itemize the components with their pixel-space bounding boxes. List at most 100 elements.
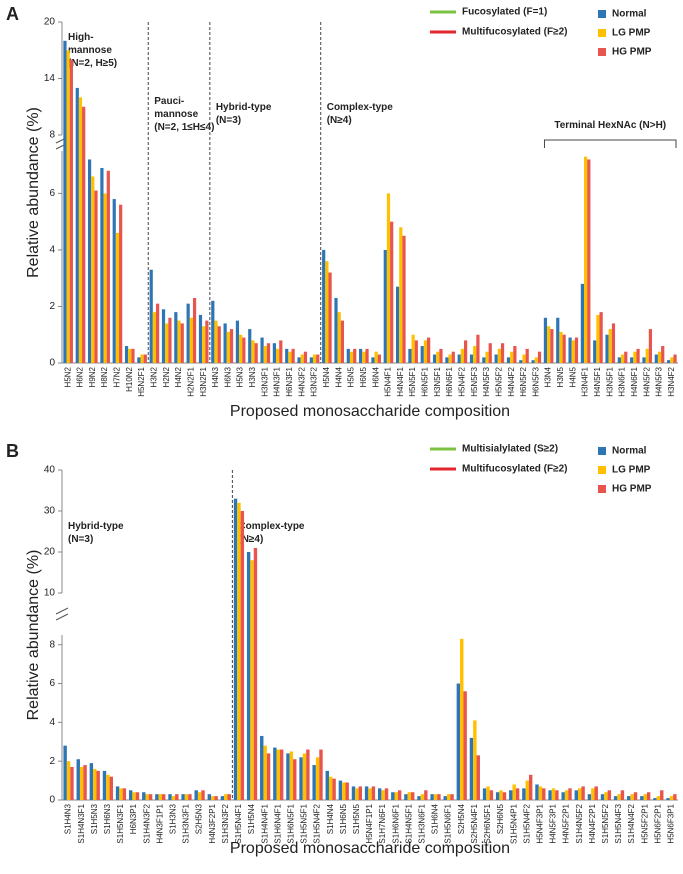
bar: [276, 749, 280, 800]
bar: [246, 552, 251, 800]
y-tick-label: 2: [49, 301, 55, 312]
bar: [124, 346, 129, 363]
bar: [436, 351, 440, 363]
x-tick-label: H6N6F1: [445, 366, 454, 396]
bar: [359, 348, 363, 363]
bar: [211, 300, 215, 363]
bar: [145, 794, 149, 800]
bar: [152, 312, 157, 363]
bar: [214, 320, 218, 363]
x-tick-label: S1H4N3F1: [77, 803, 86, 843]
x-axis-title: Proposed monosaccharide composition: [230, 840, 510, 857]
bar: [443, 796, 447, 800]
bar: [460, 348, 465, 363]
bar: [395, 286, 400, 363]
bar: [383, 249, 387, 363]
bar: [279, 340, 283, 363]
bar: [237, 502, 241, 800]
bar: [223, 323, 227, 363]
x-tick-label: S1H5N4: [247, 803, 256, 834]
bar: [220, 796, 225, 800]
bar: [543, 317, 548, 363]
bar: [272, 343, 276, 363]
legend-swatch: [598, 466, 606, 474]
bar: [509, 790, 513, 800]
bar: [377, 354, 381, 363]
bar: [617, 357, 621, 363]
bar: [420, 346, 424, 363]
x-tick-label: H4N3: [211, 366, 220, 387]
bar: [489, 790, 494, 800]
bar: [556, 317, 560, 363]
bar: [188, 794, 192, 800]
bar: [142, 792, 146, 800]
bar: [670, 357, 674, 363]
bar: [593, 340, 597, 363]
bar: [94, 190, 98, 363]
y-tick-label: 8: [49, 130, 55, 141]
x-tick-label: H6N4: [371, 366, 380, 387]
x-tick-label: H5N4: [322, 366, 331, 387]
bar: [522, 788, 526, 800]
bar: [587, 159, 591, 363]
bar: [325, 261, 329, 363]
bar: [115, 232, 120, 363]
bar: [519, 360, 523, 363]
bar: [165, 323, 169, 363]
bar: [128, 790, 133, 800]
bar: [535, 784, 539, 800]
x-tick-label: H3N2F1: [199, 366, 208, 396]
bar: [205, 320, 209, 363]
bar: [353, 348, 357, 363]
bar: [328, 272, 332, 363]
bar: [561, 792, 565, 800]
y-tick-label: 4: [49, 717, 55, 728]
x-tick-label: H4N5F2P1: [562, 803, 571, 843]
x-tick-label: S1H5N3F1: [116, 803, 125, 843]
bar: [377, 788, 382, 800]
bar: [562, 334, 566, 363]
bar: [568, 788, 572, 800]
bar: [279, 749, 284, 800]
bar: [605, 334, 609, 363]
x-tick-label: H4N5F3: [482, 366, 491, 396]
bar: [87, 159, 92, 363]
x-tick-label: S2H5N4F1: [470, 803, 479, 843]
x-tick-label: H3N4F2: [667, 366, 676, 396]
bar: [633, 351, 637, 363]
bar: [469, 737, 474, 800]
x-tick-label: S1H5N5F2: [601, 803, 610, 843]
bar: [424, 790, 428, 800]
bar: [328, 776, 333, 800]
x-axis-title: Proposed monosaccharide composition: [230, 403, 510, 420]
x-tick-label: S1H6N3: [103, 803, 112, 834]
x-tick-label: S1H5N4F2: [522, 803, 531, 843]
bar: [78, 97, 83, 363]
group-label: (N=3): [68, 534, 93, 545]
bar: [309, 357, 313, 363]
y-tick-label: 6: [49, 678, 55, 689]
x-tick-label: H9N2: [88, 366, 97, 387]
bar: [109, 776, 113, 800]
bar: [445, 357, 449, 363]
x-tick-label: H5N5F3: [470, 366, 479, 396]
x-tick-label: S1H7N6F1: [378, 803, 387, 843]
x-tick-label: H5N4F3P1: [535, 803, 544, 843]
x-tick-label: S1H3N3F2: [221, 803, 230, 843]
bar: [342, 782, 346, 800]
x-tick-label: H5N4F1P1: [365, 803, 374, 843]
x-tick-label: H4N3F2P1: [208, 803, 217, 843]
bar: [275, 348, 280, 363]
bar: [667, 360, 671, 363]
bar: [525, 348, 529, 363]
bar: [600, 794, 605, 800]
x-tick-label: S1H5N4F3: [614, 803, 623, 843]
bar: [168, 794, 172, 800]
bar: [620, 354, 625, 363]
x-tick-label: S1H4N4F1: [260, 803, 269, 843]
bar: [303, 351, 308, 363]
bar: [137, 357, 141, 363]
bar: [251, 340, 255, 363]
x-tick-label: H5N4F1: [384, 366, 393, 396]
legend-label: Multifucosylated (F≥2): [462, 27, 568, 38]
